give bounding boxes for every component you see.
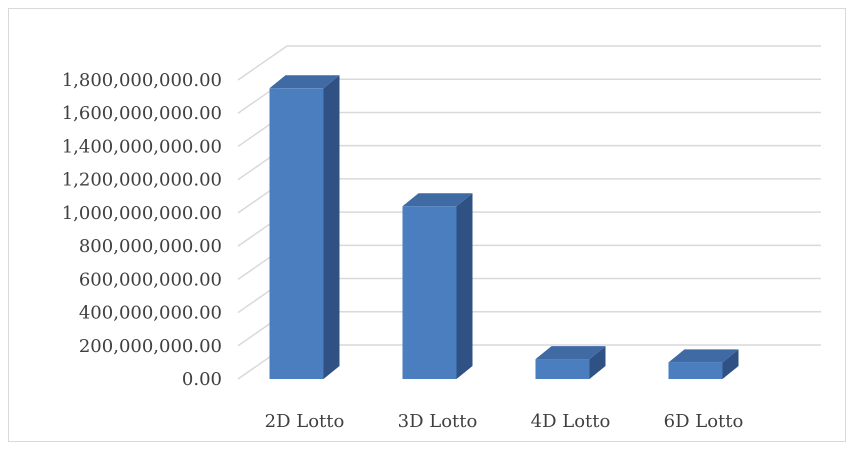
gridline	[237, 45, 821, 81]
bar-front-face	[402, 206, 457, 379]
bar	[535, 346, 606, 379]
bar-side-face	[323, 75, 340, 380]
x-category-label: 2D Lotto	[265, 411, 345, 432]
bar-top-face	[269, 75, 340, 89]
bar-side-face	[589, 346, 606, 379]
bar-front-face	[668, 362, 723, 379]
bar-top-face	[668, 349, 739, 363]
bar	[668, 349, 739, 379]
bar-side-face	[456, 193, 473, 379]
x-axis-category-labels: 2D Lotto 3D Lotto 4D Lotto 6D Lotto	[265, 411, 744, 432]
y-tick-label: 1,600,000,000.00	[62, 103, 222, 124]
bar	[269, 75, 340, 380]
bars	[269, 75, 739, 380]
bar-front-face	[535, 359, 590, 379]
y-tick-label: 200,000,000.00	[79, 336, 222, 357]
y-tick-label: 1,000,000,000.00	[62, 203, 222, 224]
y-axis-tick-labels: 0.00 200,000,000.00 400,000,000.00 600,000,…	[62, 70, 222, 390]
y-tick-label: 1,200,000,000.00	[62, 170, 222, 191]
bar-side-face	[722, 349, 739, 379]
x-category-label: 4D Lotto	[531, 411, 611, 432]
y-tick-label: 800,000,000.00	[79, 236, 222, 257]
y-tick-label: 1,800,000,000.00	[62, 70, 222, 91]
x-category-label: 6D Lotto	[664, 411, 744, 432]
y-tick-label: 0.00	[182, 369, 222, 390]
bar-top-face	[402, 193, 473, 207]
y-tick-label: 400,000,000.00	[79, 303, 222, 324]
y-tick-label: 600,000,000.00	[79, 269, 222, 290]
bar	[402, 193, 473, 379]
x-category-label: 3D Lotto	[398, 411, 478, 432]
bar-top-face	[535, 346, 606, 360]
y-tick-label: 1,400,000,000.00	[62, 136, 222, 157]
bar-front-face	[269, 88, 324, 380]
